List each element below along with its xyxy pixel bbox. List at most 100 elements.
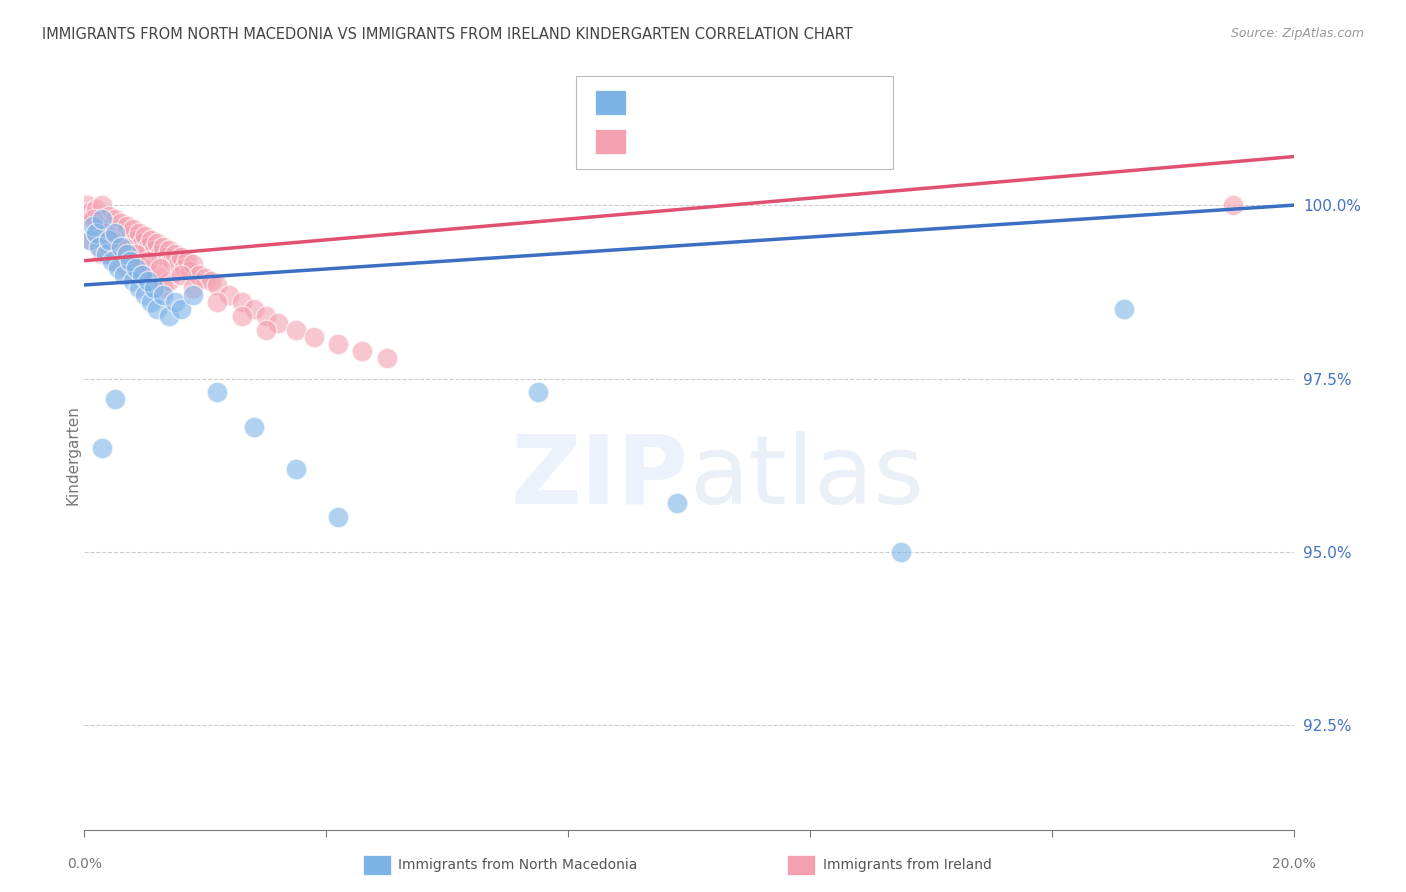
Point	[181, 288, 204, 302]
Point	[79, 233, 101, 247]
Point	[104, 212, 127, 227]
Point	[107, 240, 129, 254]
Point	[352, 343, 374, 358]
Point	[149, 260, 172, 275]
Point	[136, 253, 159, 268]
Point	[267, 316, 290, 330]
Point	[134, 288, 156, 302]
Point	[181, 257, 204, 271]
Point	[76, 198, 98, 212]
Point	[128, 226, 150, 240]
Point	[139, 233, 162, 247]
Point	[242, 420, 264, 434]
Point	[82, 209, 104, 223]
Point	[890, 545, 912, 559]
Point	[136, 240, 159, 254]
Point	[100, 233, 122, 247]
Text: 20.0%: 20.0%	[1271, 857, 1316, 871]
Point	[134, 260, 156, 275]
Y-axis label: Kindergarten: Kindergarten	[66, 405, 80, 505]
Point	[231, 295, 253, 310]
Point	[285, 323, 308, 337]
Point	[107, 222, 129, 236]
Point	[86, 226, 108, 240]
Point	[207, 295, 229, 310]
Point	[118, 253, 141, 268]
Point	[157, 244, 180, 258]
Text: IMMIGRANTS FROM NORTH MACEDONIA VS IMMIGRANTS FROM IRELAND KINDERGARTEN CORRELAT: IMMIGRANTS FROM NORTH MACEDONIA VS IMMIG…	[42, 27, 853, 42]
Point	[100, 253, 122, 268]
Point	[139, 295, 162, 310]
Point	[125, 246, 148, 260]
Point	[200, 275, 222, 289]
Point	[89, 212, 111, 227]
Point	[125, 233, 148, 247]
Point	[91, 212, 114, 227]
Text: Source: ZipAtlas.com: Source: ZipAtlas.com	[1230, 27, 1364, 40]
Point	[142, 281, 165, 295]
Point	[167, 257, 190, 271]
Point	[112, 240, 135, 254]
Point	[89, 240, 111, 254]
Point	[94, 226, 117, 240]
Point	[91, 198, 114, 212]
Point	[125, 260, 148, 275]
Text: Immigrants from North Macedonia: Immigrants from North Macedonia	[398, 858, 637, 872]
Point	[152, 240, 174, 254]
Point	[242, 302, 264, 317]
Point	[82, 219, 104, 233]
Point	[107, 260, 129, 275]
Point	[128, 281, 150, 295]
Point	[170, 268, 193, 282]
Point	[160, 253, 183, 268]
Point	[110, 215, 132, 229]
Point	[254, 309, 277, 323]
Point	[231, 309, 253, 323]
Point	[97, 209, 120, 223]
Point	[527, 385, 550, 400]
Point	[89, 219, 111, 233]
Point	[118, 253, 141, 268]
Text: 0.0%: 0.0%	[67, 857, 101, 871]
Text: R = 0.410   N = 81: R = 0.410 N = 81	[636, 133, 793, 151]
Point	[328, 337, 350, 351]
Point	[82, 212, 104, 227]
Point	[1114, 302, 1136, 317]
Text: ZIP: ZIP	[510, 431, 689, 524]
Point	[115, 219, 138, 233]
Point	[665, 496, 688, 510]
Point	[328, 510, 350, 524]
Point	[146, 268, 169, 282]
Point	[79, 233, 101, 247]
Point	[97, 233, 120, 247]
Point	[142, 244, 165, 258]
Point	[118, 229, 141, 244]
Point	[121, 222, 143, 236]
Point	[285, 462, 308, 476]
Point	[86, 226, 108, 240]
Point	[152, 288, 174, 302]
Point	[110, 246, 132, 260]
Point	[131, 268, 153, 282]
Point	[97, 240, 120, 254]
Point	[136, 275, 159, 289]
Point	[79, 205, 101, 219]
Point	[176, 253, 198, 268]
Point	[170, 302, 193, 317]
Point	[128, 268, 150, 282]
Text: Immigrants from Ireland: Immigrants from Ireland	[823, 858, 991, 872]
Point	[139, 275, 162, 289]
Point	[170, 250, 193, 264]
Point	[179, 264, 201, 278]
Point	[173, 260, 195, 275]
Point	[86, 202, 108, 216]
Point	[110, 240, 132, 254]
Point	[375, 351, 398, 365]
Point	[131, 236, 153, 251]
Point	[131, 268, 153, 282]
Point	[115, 246, 138, 260]
Point	[149, 246, 172, 260]
Point	[104, 392, 127, 407]
Point	[112, 226, 135, 240]
Point	[121, 253, 143, 268]
